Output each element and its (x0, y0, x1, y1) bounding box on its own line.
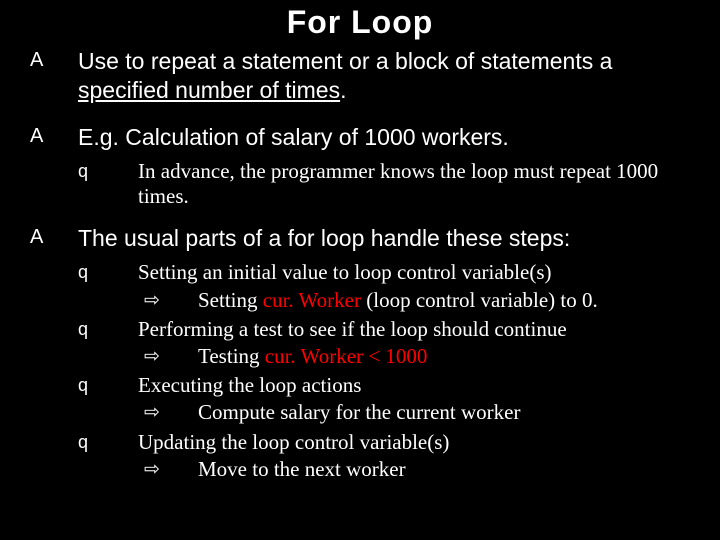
bullet-3-sub-1-arrow: ⇨ Setting cur. Worker (loop control vari… (138, 288, 690, 313)
bullet-2-text: E.g. Calculation of salary of 1000 worke… (78, 123, 690, 152)
bullet-3-sub-4-arrow: ⇨ Move to the next worker (138, 457, 690, 482)
bullet-3-sub-2-arrow: ⇨ Testing cur. Worker < 1000 (138, 344, 690, 369)
bullet-3-sub-3-arrow-text: Compute salary for the current worker (198, 400, 690, 425)
bullet-2-sub-1-text: In advance, the programmer knows the loo… (138, 159, 690, 209)
bullet-2: A E.g. Calculation of salary of 1000 wor… (30, 123, 690, 152)
square-bullet-icon: q (78, 430, 138, 482)
bullet-3-sub-3-arrow: ⇨ Compute salary for the current worker (138, 400, 690, 425)
bullet-3-sub-1-arrow-text: Setting cur. Worker (loop control variab… (198, 288, 690, 313)
disc-bullet-icon: A (30, 123, 78, 152)
slide-title: For Loop (30, 4, 690, 41)
disc-bullet-icon: A (30, 47, 78, 105)
disc-bullet-icon: A (30, 224, 78, 253)
bullet-3-sub-1: q Setting an initial value to loop contr… (78, 260, 690, 312)
bullet-3-sub-2: q Performing a test to see if the loop s… (78, 317, 690, 369)
arrow-icon: ⇨ (138, 457, 198, 482)
bullet-3-sub-2-arrow-text: Testing cur. Worker < 1000 (198, 344, 690, 369)
bullet-3: A The usual parts of a for loop handle t… (30, 224, 690, 253)
bullet-3-sub-4: q Updating the loop control variable(s) … (78, 430, 690, 482)
bullet-3-sub-3-text: Executing the loop actions ⇨ Compute sal… (138, 373, 690, 425)
bullet-2-sub-1: q In advance, the programmer knows the l… (78, 159, 690, 209)
square-bullet-icon: q (78, 317, 138, 369)
bullet-1: A Use to repeat a statement or a block o… (30, 47, 690, 105)
bullet-3-sub-3: q Executing the loop actions ⇨ Compute s… (78, 373, 690, 425)
square-bullet-icon: q (78, 159, 138, 209)
bullet-3-text: The usual parts of a for loop handle the… (78, 224, 690, 253)
square-bullet-icon: q (78, 373, 138, 425)
arrow-icon: ⇨ (138, 288, 198, 313)
bullet-3-sub-4-text: Updating the loop control variable(s) ⇨ … (138, 430, 690, 482)
arrow-icon: ⇨ (138, 400, 198, 425)
bullet-1-text: Use to repeat a statement or a block of … (78, 47, 690, 105)
arrow-icon: ⇨ (138, 344, 198, 369)
square-bullet-icon: q (78, 260, 138, 312)
bullet-3-sub-2-text: Performing a test to see if the loop sho… (138, 317, 690, 369)
bullet-3-sub-4-arrow-text: Move to the next worker (198, 457, 690, 482)
bullet-3-sub-1-text: Setting an initial value to loop control… (138, 260, 690, 312)
